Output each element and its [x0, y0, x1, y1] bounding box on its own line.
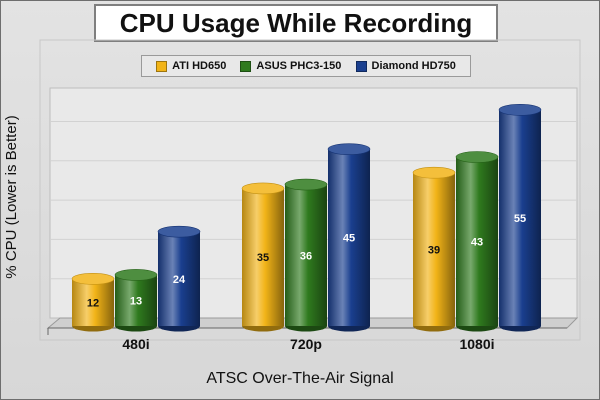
data-label: 39	[428, 244, 440, 256]
bar-cap	[498, 104, 542, 116]
data-label: 45	[343, 233, 355, 245]
legend-swatch-series-1	[156, 60, 168, 72]
bar-1080i-1	[412, 166, 456, 332]
data-label: 24	[173, 274, 186, 286]
x-tick-label: 1080i	[459, 336, 494, 352]
bar-720p-2	[284, 178, 328, 332]
bar-body	[72, 278, 114, 326]
bar-body	[456, 157, 498, 326]
bar-1080i-3	[498, 104, 542, 332]
legend-label-series-1: ATI HD650	[172, 60, 227, 72]
bar-body	[115, 274, 157, 326]
plot-outer-panel	[39, 39, 581, 341]
x-tick-label: 480i	[122, 336, 149, 352]
data-label: 12	[87, 297, 99, 309]
bar-cap	[455, 151, 499, 163]
bar-body	[158, 231, 200, 326]
bar-body	[413, 172, 455, 326]
data-label: 13	[130, 295, 142, 307]
legend-item-series-2: ASUS PHC3-150	[240, 60, 341, 72]
bar-480i-1	[71, 273, 115, 332]
chart-title: CPU Usage While Recording	[94, 4, 498, 42]
data-label: 35	[257, 252, 269, 264]
bar-cap	[327, 143, 371, 155]
bar-cap	[157, 225, 201, 238]
legend-label-series-2: ASUS PHC3-150	[256, 60, 342, 72]
bar-cap	[241, 182, 285, 195]
legend-swatch-series-2	[240, 60, 252, 72]
x-tick-label: 720p	[290, 336, 322, 352]
bar-cap	[114, 269, 158, 281]
x-tick-labels: 480i 720p 1080i	[122, 336, 494, 352]
chart-legend: ATI HD650 ASUS PHC3-150 Diamond HD750	[141, 55, 471, 77]
bar-cap	[71, 273, 115, 285]
legend-item-series-1: ATI HD650	[156, 60, 226, 72]
data-label: 43	[471, 237, 483, 249]
bar-720p-1	[241, 182, 285, 332]
data-label: 36	[300, 250, 312, 262]
bar-cap	[284, 178, 328, 191]
bar-body	[499, 109, 541, 326]
bar-720p-3	[327, 143, 371, 332]
bar-body	[285, 184, 327, 326]
bar-480i-3	[157, 225, 201, 332]
bar-1080i-2	[455, 151, 499, 332]
bar-480i-2	[114, 269, 158, 332]
legend-label-series-3: Diamond HD750	[371, 60, 456, 72]
bars	[71, 104, 542, 332]
legend-item-series-3: Diamond HD750	[355, 60, 456, 72]
bar-body	[242, 188, 284, 326]
x-axis-title: ATSC Over-The-Air Signal	[206, 370, 394, 387]
legend-swatch-series-3	[355, 60, 367, 72]
bar-cap	[412, 166, 456, 179]
data-labels: 12 13 24 35 36 45 39 43 55	[87, 213, 526, 309]
bar-body	[328, 149, 370, 326]
data-label: 55	[514, 213, 526, 225]
